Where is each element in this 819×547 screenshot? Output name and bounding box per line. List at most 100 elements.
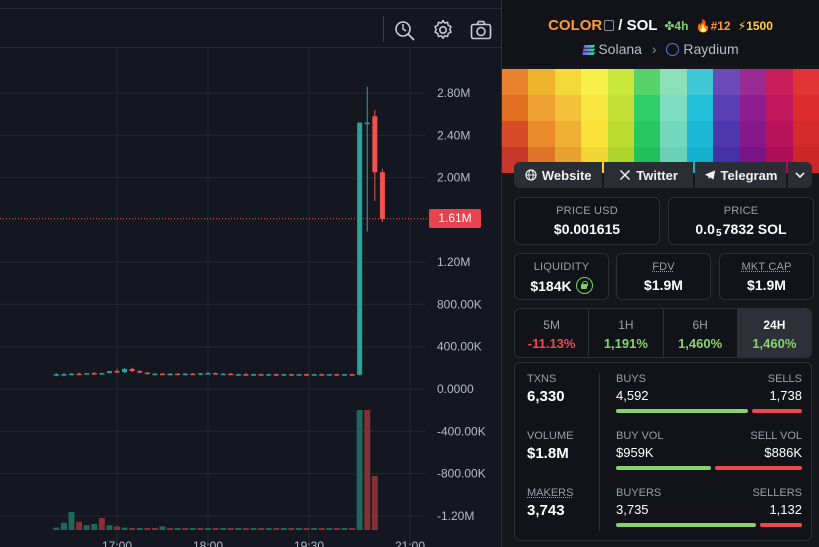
banner-pixel bbox=[686, 69, 714, 95]
candle-body bbox=[258, 374, 264, 376]
banner-pixel bbox=[528, 69, 555, 95]
price-native-zero-count: 5 bbox=[716, 228, 722, 239]
sellers-label: SELLERS bbox=[752, 487, 802, 499]
twitter-link-button[interactable]: Twitter bbox=[604, 162, 693, 188]
volume-bar bbox=[296, 528, 302, 530]
candle-body bbox=[288, 374, 294, 376]
tab-24h[interactable]: 24H 1,460% bbox=[737, 309, 811, 357]
tab-1h[interactable]: 1H 1,191% bbox=[589, 309, 664, 357]
market-cap-label[interactable]: MKT CAP bbox=[741, 261, 792, 273]
volume-bar bbox=[349, 528, 356, 530]
banner-pixel bbox=[581, 121, 608, 147]
y-axis-tick-label: 2.80M bbox=[437, 86, 470, 100]
candle-body bbox=[137, 371, 143, 373]
trending-rank-badge[interactable]: 🔥#12 bbox=[696, 19, 731, 33]
volume-bar bbox=[106, 525, 113, 530]
banner-pixel bbox=[766, 69, 793, 95]
candle-body bbox=[220, 373, 226, 376]
x-axis-tick-label: 17:00 bbox=[102, 539, 132, 547]
candlestick-chart[interactable]: 2.80M 2.40M 2.00M 1.20M 800.00K 400.00K 0.0000… bbox=[0, 0, 501, 547]
market-cap-value: $1.9M bbox=[747, 277, 786, 293]
candle-body bbox=[69, 373, 74, 376]
copy-icon[interactable] bbox=[604, 20, 615, 31]
quote-token-symbol: SOL bbox=[626, 17, 658, 34]
banner-pixel bbox=[607, 69, 635, 95]
y-axis-tick-label: -800.00K bbox=[437, 467, 486, 481]
magnifier-measure-icon[interactable] bbox=[393, 18, 417, 42]
sells-value: 1,738 bbox=[769, 388, 802, 403]
price-usd-box: PRICE USD $0.001615 bbox=[514, 197, 660, 245]
volume-bar bbox=[212, 528, 219, 530]
txns-value: 6,330 bbox=[527, 388, 565, 405]
candle-body bbox=[342, 374, 347, 376]
stats-divider bbox=[599, 373, 600, 531]
price-native-prefix: 0.0 bbox=[695, 221, 715, 237]
tab-6h[interactable]: 6H 1,460% bbox=[664, 309, 738, 357]
x-axis-tick-label: 21:00 bbox=[395, 539, 425, 547]
volume-bar bbox=[280, 528, 287, 530]
more-links-button[interactable] bbox=[788, 162, 812, 188]
current-price-tag: 1.61M bbox=[429, 209, 481, 228]
candle-body bbox=[114, 371, 120, 373]
lightning-icon: ⚡ bbox=[737, 19, 747, 33]
y-axis-tick-label: 2.00M bbox=[437, 171, 470, 185]
banner-pixel bbox=[607, 95, 635, 121]
dex-name[interactable]: Raydium bbox=[683, 41, 739, 57]
buyers-label: BUYERS bbox=[616, 487, 662, 499]
lock-icon[interactable] bbox=[575, 277, 593, 294]
banner-pixel bbox=[581, 69, 608, 95]
tab-5m[interactable]: 5M -11.13% bbox=[515, 309, 590, 357]
liquidity-label: LIQUIDITY bbox=[533, 261, 590, 273]
buy-vol-bar-segment bbox=[616, 466, 711, 470]
candle-body bbox=[372, 116, 378, 173]
volume-bar bbox=[265, 528, 272, 530]
volume-bar bbox=[341, 528, 348, 530]
volume-bar bbox=[303, 528, 310, 530]
telegram-link-button[interactable]: Telegram bbox=[694, 162, 787, 188]
chain-name[interactable]: Solana bbox=[598, 41, 642, 57]
price-chart-pane[interactable]: 2.80M 2.40M 2.00M 1.20M 800.00K 400.00K 0.0000… bbox=[0, 0, 501, 547]
candle-body bbox=[129, 368, 135, 372]
candle-body bbox=[152, 373, 158, 376]
x-logo-icon bbox=[620, 169, 631, 181]
telegram-link-label: Telegram bbox=[720, 167, 778, 183]
volume-bar bbox=[129, 528, 136, 530]
boost-badge[interactable]: ⚡1500 bbox=[738, 19, 773, 33]
y-axis-tick-label: -400.00K bbox=[437, 424, 486, 438]
banner-pixel bbox=[739, 121, 767, 147]
candle-body bbox=[106, 371, 112, 374]
volume-bar bbox=[197, 528, 204, 530]
volume-stat: VOLUME $1.8M bbox=[527, 430, 573, 462]
fdv-label[interactable]: FDV bbox=[652, 261, 675, 273]
camera-icon[interactable] bbox=[469, 18, 493, 42]
candle-body bbox=[99, 373, 105, 375]
makers-label[interactable]: MAKERS bbox=[527, 487, 574, 499]
volume-bar bbox=[98, 518, 105, 530]
candle-body bbox=[311, 374, 317, 376]
sprout-icon: ✤ bbox=[664, 19, 675, 33]
banner-pixel bbox=[607, 121, 635, 147]
tab-5m-label: 5M bbox=[543, 318, 560, 332]
y-axis-tick-label: 0.0000 bbox=[437, 382, 474, 396]
candle-body bbox=[235, 374, 241, 376]
chevron-down-icon bbox=[795, 172, 805, 179]
volume-bar bbox=[189, 528, 196, 530]
y-axis-tick-label: 2.40M bbox=[437, 128, 470, 142]
volume-bar bbox=[288, 528, 295, 530]
timeframe-tabs: 5M -11.13% 1H 1,191% 6H 1,460% 24H 1,460… bbox=[514, 308, 812, 358]
pane-divider[interactable] bbox=[501, 0, 502, 547]
buys-value: 4,592 bbox=[616, 388, 649, 403]
gear-icon[interactable] bbox=[431, 18, 455, 42]
banner-pixel bbox=[660, 121, 687, 147]
volume-bar bbox=[144, 528, 151, 530]
candle-body bbox=[251, 374, 256, 376]
volume-bar bbox=[83, 525, 90, 530]
volume-bar bbox=[91, 524, 98, 530]
chevron-right-icon: › bbox=[651, 41, 657, 57]
website-link-button[interactable]: Website bbox=[514, 162, 603, 188]
pair-title: COLOR / SOL ✤4h 🔥#12 ⚡1500 bbox=[502, 17, 819, 34]
banner-pixel bbox=[554, 95, 582, 121]
banner-pixel bbox=[502, 121, 529, 147]
volume-bar bbox=[242, 528, 249, 530]
candle-body bbox=[273, 374, 279, 376]
